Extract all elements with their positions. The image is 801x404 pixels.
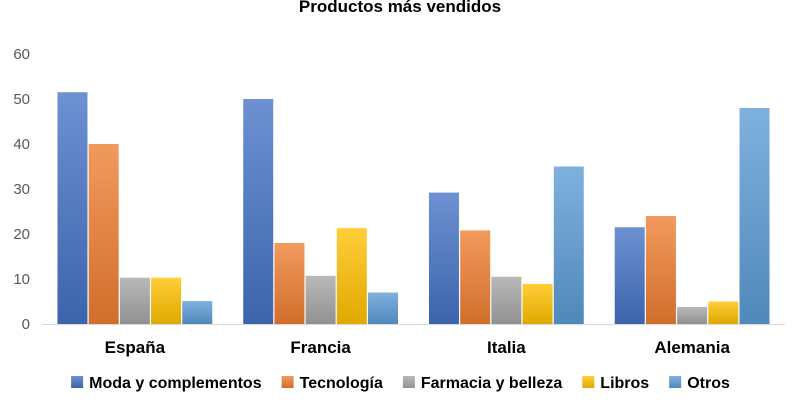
bar xyxy=(645,216,676,324)
x-tick-label: Francia xyxy=(290,338,351,357)
bar xyxy=(460,230,491,324)
bar xyxy=(368,292,399,324)
legend-swatch xyxy=(281,376,294,388)
bar xyxy=(491,276,522,324)
bar xyxy=(428,192,459,324)
legend-swatch xyxy=(669,376,682,388)
y-tick-label: 0 xyxy=(22,316,30,333)
bar xyxy=(243,99,274,324)
y-tick-label: 20 xyxy=(13,226,30,243)
bar xyxy=(182,301,213,324)
legend-item-label: Tecnología xyxy=(300,375,383,392)
legend-item-label: Moda y complementos xyxy=(89,375,262,392)
y-tick-label: 50 xyxy=(13,91,30,108)
bar xyxy=(553,166,584,324)
legend-swatch xyxy=(582,376,595,388)
bar xyxy=(614,227,645,324)
bar xyxy=(677,306,708,324)
y-axis: 0 10 20 30 40 50 60 xyxy=(13,46,30,333)
y-tick-label: 40 xyxy=(13,136,30,153)
bar xyxy=(151,277,182,324)
legend-swatch xyxy=(71,376,84,388)
legend-item-label: Libros xyxy=(600,375,649,392)
legend: Moda y complementos Tecnología Farmacia y … xyxy=(71,375,730,392)
x-axis: España Francia Italia Alemania xyxy=(105,338,731,357)
bar xyxy=(708,301,739,324)
legend-swatch xyxy=(402,376,415,388)
bar xyxy=(274,243,305,324)
bar xyxy=(57,92,88,324)
y-tick-label: 30 xyxy=(13,181,30,198)
x-tick-label: Alemania xyxy=(654,338,730,357)
bar xyxy=(522,283,553,324)
legend-item-label: Otros xyxy=(687,375,730,392)
plot-area xyxy=(57,92,770,324)
x-tick-label: Italia xyxy=(487,338,526,357)
bar xyxy=(336,228,367,324)
bar xyxy=(119,277,150,324)
bar xyxy=(739,108,770,324)
y-tick-label: 60 xyxy=(13,46,30,63)
y-tick-label: 10 xyxy=(13,271,30,288)
x-tick-label: España xyxy=(105,338,166,357)
legend-item-label: Farmacia y belleza xyxy=(421,375,563,392)
bar xyxy=(305,275,336,324)
bar xyxy=(88,144,119,324)
chart-title: Productos más vendidos xyxy=(299,0,501,16)
